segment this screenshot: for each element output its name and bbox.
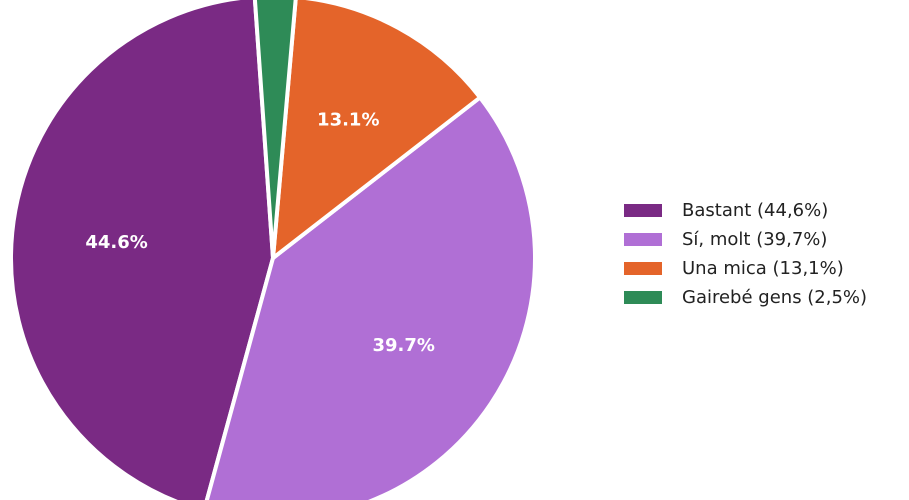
legend-swatch-una-mica	[624, 262, 662, 275]
pie-slice-si-molt	[204, 95, 538, 500]
legend-label-bastant: Bastant (44,6%)	[682, 200, 828, 221]
pie-slice-labels: 44.6% 39.7% 13.1%	[85, 110, 435, 356]
legend-swatch-gairebe-gens	[624, 291, 662, 304]
slice-pct-label-bastant: 44.6%	[85, 232, 147, 253]
pie-slices	[9, 0, 538, 500]
slice-pct-label-una-mica: 13.1%	[317, 110, 379, 131]
legend-swatch-si-molt	[624, 233, 662, 246]
slice-pct-label-si-molt: 39.7%	[372, 335, 434, 356]
pie-slice-una-mica	[271, 0, 483, 260]
pie-slice-gairebe-gens	[252, 0, 298, 260]
legend-label-una-mica: Una mica (13,1%)	[682, 258, 844, 279]
legend-label-si-molt: Sí, molt (39,7%)	[682, 229, 827, 250]
legend: Bastant (44,6%) Sí, molt (39,7%) Una mica …	[624, 200, 867, 308]
legend-swatch-bastant	[624, 204, 662, 217]
legend-label-gairebe-gens: Gairebé gens (2,5%)	[682, 287, 867, 308]
pie-slice-bastant	[9, 0, 275, 500]
